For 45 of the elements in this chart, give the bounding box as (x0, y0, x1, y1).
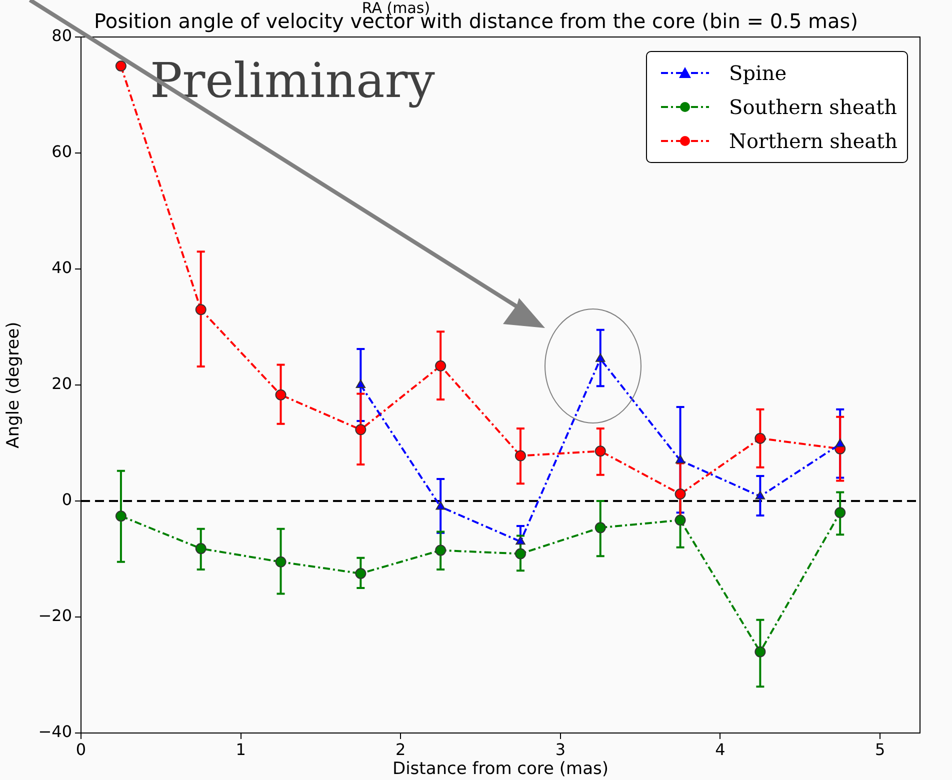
point (674, 488, 686, 500)
x-tick-label: 4 (715, 740, 726, 759)
point (355, 424, 366, 436)
y-tick-label: −20 (38, 606, 72, 626)
point (516, 536, 526, 545)
point (514, 450, 526, 462)
point (195, 543, 206, 554)
x-tick-label: 5 (874, 740, 886, 759)
y-tick-label: 60 (52, 142, 72, 162)
point (435, 544, 446, 556)
point (115, 510, 126, 522)
y-tick-label: −40 (38, 722, 72, 742)
legend-label: Southern sheath (729, 95, 897, 119)
point (356, 380, 366, 388)
y-tick-label: 0 (62, 490, 72, 510)
point (436, 501, 446, 510)
point (754, 646, 766, 658)
point (435, 360, 446, 372)
legend-label: Northern sheath (729, 129, 898, 153)
point (355, 568, 366, 579)
x-tick-label: 1 (236, 740, 246, 759)
annotation: Preliminary (150, 53, 435, 109)
y-axis-title: Angle (degree) (4, 322, 24, 448)
point (275, 556, 286, 568)
x-tick-label: 0 (76, 740, 86, 759)
point (755, 490, 766, 500)
point (514, 548, 526, 560)
x-tick-label: 2 (396, 740, 406, 759)
point (115, 60, 126, 72)
point (596, 353, 606, 362)
y-tick-label: 20 (52, 374, 72, 394)
point (195, 304, 206, 316)
point (675, 454, 686, 464)
point (834, 507, 846, 518)
y-tick-label: 40 (52, 258, 72, 278)
point (275, 389, 286, 400)
x-tick-label: 3 (555, 740, 566, 759)
x-axis-title: Distance from core (mas) (392, 759, 609, 780)
point (594, 446, 606, 457)
y-tick-label: 80 (52, 26, 72, 46)
point (674, 514, 686, 526)
legend-label: Spine (729, 61, 787, 85)
point (754, 432, 766, 444)
point (835, 438, 845, 448)
point (594, 522, 606, 534)
